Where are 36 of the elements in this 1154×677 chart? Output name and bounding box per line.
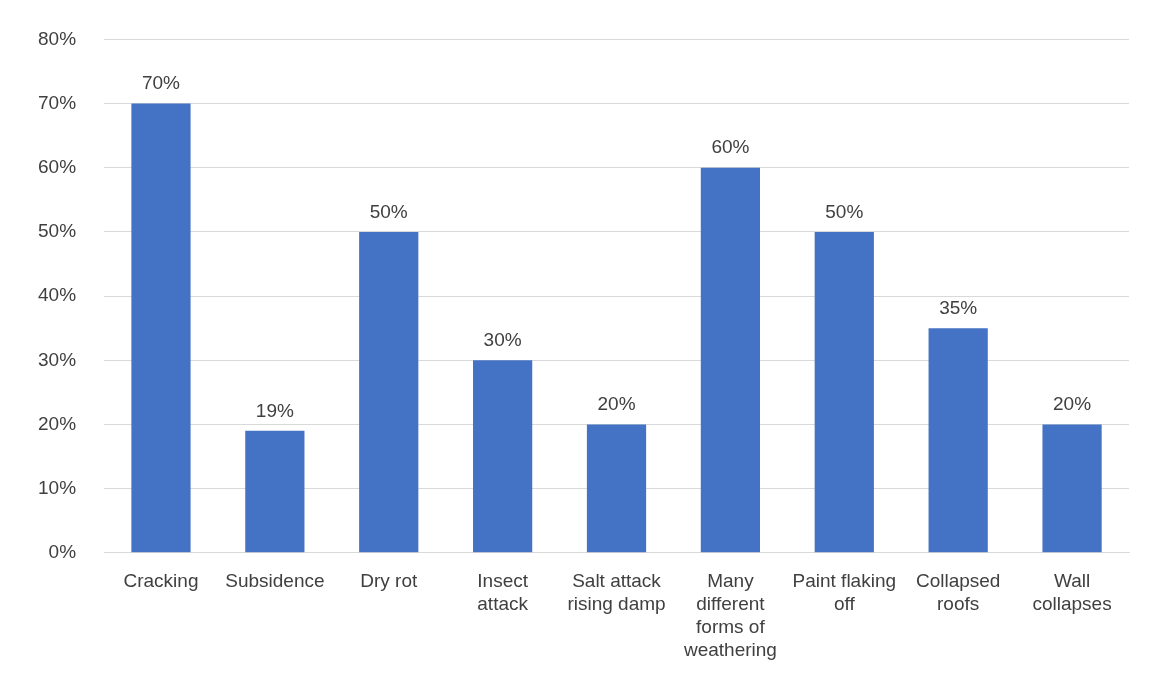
y-tick-label: 70%	[38, 91, 77, 113]
y-tick-label: 60%	[38, 155, 77, 177]
data-label: 60%	[711, 136, 750, 158]
x-tick-label: Dry rot	[360, 570, 418, 592]
y-tick-label: 10%	[38, 476, 77, 498]
y-tick-label: 80%	[38, 27, 77, 49]
bar	[359, 231, 419, 553]
data-label: 50%	[825, 200, 864, 222]
bar	[245, 430, 305, 553]
bar	[700, 167, 761, 553]
y-tick-label: 50%	[38, 220, 77, 242]
y-tick-label: 20%	[38, 412, 77, 434]
x-tick-label: Cracking	[123, 570, 199, 592]
data-label: 30%	[483, 329, 522, 351]
data-label: 35%	[939, 296, 978, 318]
x-tick-label: Subsidence	[225, 570, 325, 592]
x-tick-label: Insect attack	[477, 570, 529, 615]
x-tick-label: Many different forms of weathering	[682, 570, 777, 660]
bar	[1042, 424, 1102, 553]
bar	[814, 231, 874, 553]
y-tick-label: 40%	[38, 284, 77, 306]
bar	[131, 103, 191, 553]
bar	[928, 328, 988, 553]
y-tick-label: 0%	[48, 541, 77, 563]
data-label: 20%	[597, 393, 636, 415]
data-label: 19%	[255, 399, 294, 421]
x-tick-label: Paint flaking off	[792, 570, 897, 615]
x-tick-label: Wall collapses	[1032, 570, 1112, 615]
bar	[473, 360, 533, 553]
bar	[586, 424, 647, 553]
x-tick-label: Salt attack rising damp	[567, 570, 666, 615]
x-tick-label: Collapsed roofs	[915, 570, 1001, 615]
y-tick-label: 30%	[38, 348, 77, 370]
data-label: 70%	[141, 72, 181, 94]
data-label: 50%	[369, 200, 408, 222]
data-label: 20%	[1053, 393, 1092, 415]
